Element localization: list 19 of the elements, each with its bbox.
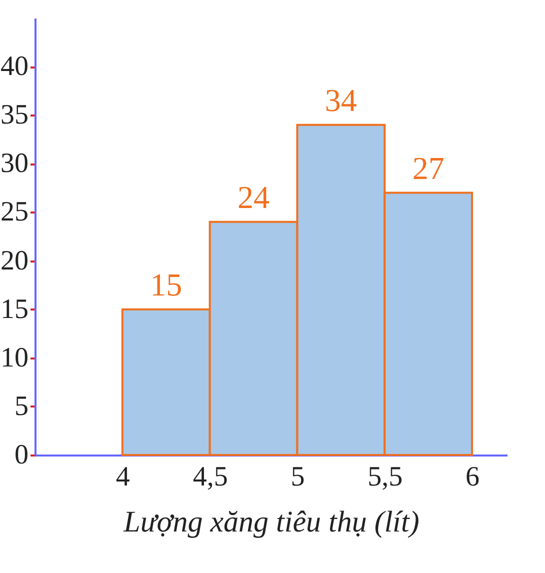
y-tick-label: 10 — [0, 342, 28, 374]
y-tick-label: 40 — [0, 51, 28, 82]
data-label: 24 — [238, 178, 270, 215]
data-label: 15 — [150, 266, 182, 302]
data-label: 27 — [412, 150, 444, 186]
x-axis-title: Lượng xăng tiêu thụ (lít) — [122, 506, 420, 538]
x-tick-label: 5,5 — [368, 462, 403, 492]
x-tick-label: 4,5 — [192, 462, 228, 492]
x-tick-label: 4 — [116, 462, 130, 492]
y-tick-label: 5 — [14, 390, 28, 422]
x-tick-label: 5 — [290, 462, 305, 492]
y-tick-label: 20 — [0, 245, 28, 276]
y-tick-label: 0 — [14, 440, 28, 470]
data-label: 34 — [324, 82, 357, 118]
y-tick-label: 30 — [0, 148, 28, 180]
x-tick-label: 6 — [466, 462, 480, 492]
y-tick-label: 25 — [0, 196, 28, 228]
y-tick-label: 35 — [0, 100, 28, 131]
y-tick-label: 15 — [0, 294, 28, 325]
